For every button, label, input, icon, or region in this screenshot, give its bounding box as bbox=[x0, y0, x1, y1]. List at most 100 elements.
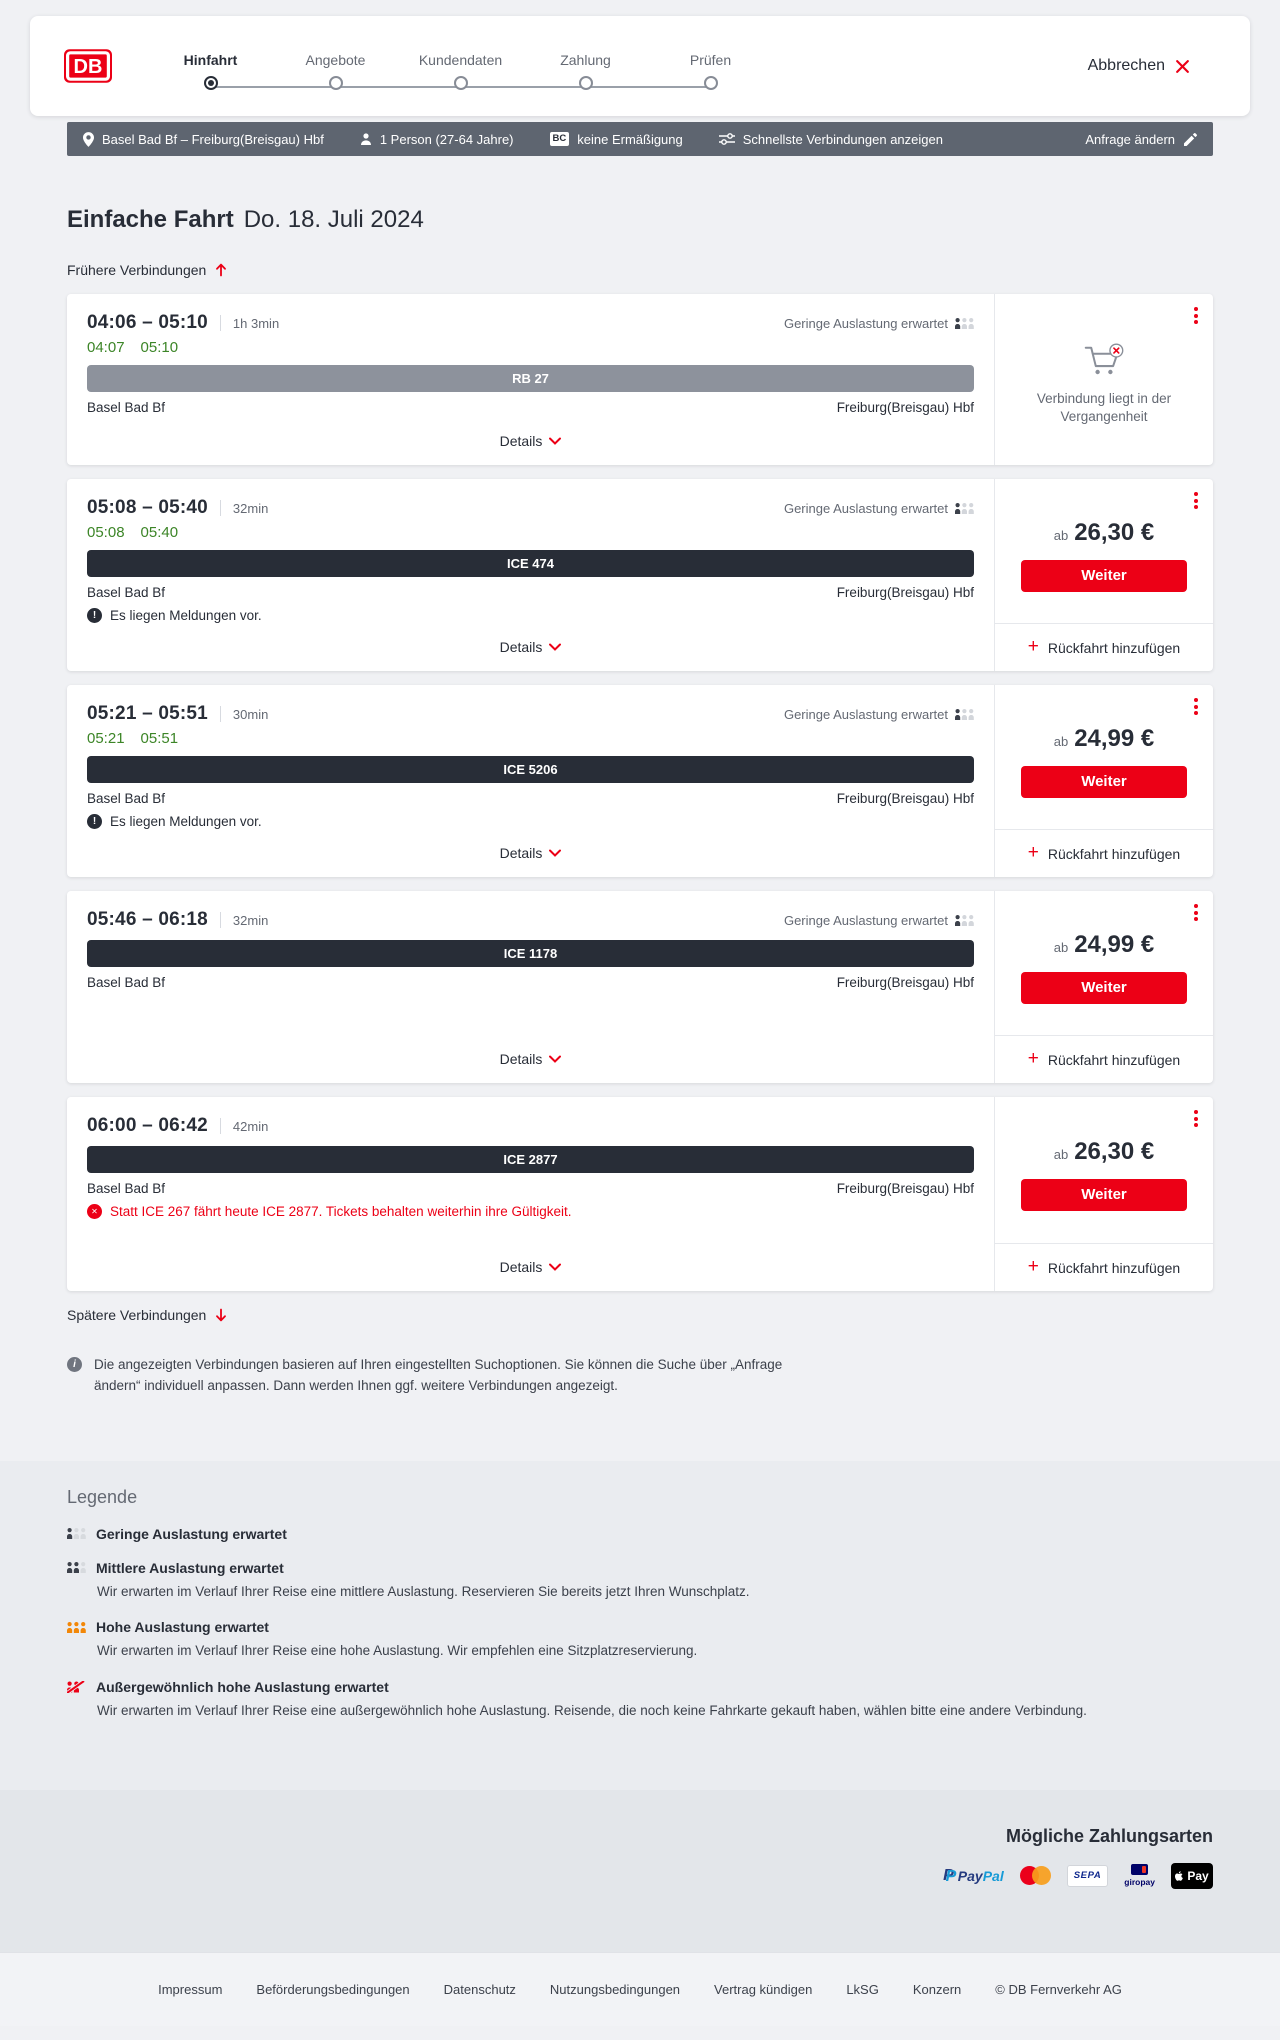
step-pruefen[interactable]: Prüfen bbox=[648, 52, 773, 90]
add-return-button[interactable]: + Rückfahrt hinzufügen bbox=[995, 1243, 1213, 1291]
step-zahlung[interactable]: Zahlung bbox=[523, 52, 648, 90]
footer-link-datenschutz[interactable]: Datenschutz bbox=[443, 1981, 516, 1997]
occupancy-low-icon bbox=[955, 502, 974, 514]
duration: 1h 3min bbox=[232, 315, 280, 331]
details-button[interactable]: Details bbox=[496, 1245, 566, 1279]
occupancy-low-icon bbox=[955, 914, 974, 926]
occupancy-indicator: Geringe Auslastung erwartet bbox=[784, 316, 974, 331]
step-dot-active bbox=[203, 76, 218, 90]
time-range: 05:21 – 05:51 bbox=[87, 703, 208, 724]
exclamation-icon: ! bbox=[87, 608, 102, 623]
add-return-button[interactable]: + Rückfahrt hinzufügen bbox=[995, 1035, 1213, 1083]
plus-icon: + bbox=[1027, 1256, 1039, 1277]
past-connection-note: Verbindung liegt in der Vergangenheit bbox=[995, 294, 1213, 465]
close-icon bbox=[1176, 59, 1189, 73]
time-range: 06:00 – 06:42 bbox=[87, 1115, 208, 1136]
legend-item-medium: Mittlere Auslastung erwartet Wir erwarte… bbox=[67, 1560, 1213, 1602]
journey-date: Do. 18. Juli 2024 bbox=[243, 206, 424, 233]
arrow-down-icon bbox=[216, 1308, 227, 1322]
kebab-menu-icon[interactable] bbox=[1191, 901, 1201, 924]
occupancy-low-icon bbox=[955, 708, 974, 720]
duration: 32min bbox=[232, 500, 269, 516]
realtime-times: 05:21 05:51 bbox=[87, 730, 974, 747]
details-button[interactable]: Details bbox=[496, 625, 566, 659]
kebab-menu-icon[interactable] bbox=[1191, 695, 1201, 718]
info-icon: i bbox=[67, 1357, 82, 1372]
train-change-alert: ✕ Statt ICE 267 fährt heute ICE 2877. Ti… bbox=[87, 1204, 974, 1219]
step-label: Hinfahrt bbox=[183, 52, 238, 68]
connection-card: 05:46 – 06:18 32min Geringe Auslastung e… bbox=[67, 891, 1213, 1083]
continue-button[interactable]: Weiter bbox=[1021, 1178, 1187, 1211]
occupancy-indicator: Geringe Auslastung erwartet bbox=[784, 913, 974, 928]
step-dot bbox=[453, 76, 468, 90]
earlier-connections-link[interactable]: Frühere Verbindungen bbox=[67, 262, 227, 278]
arrival-station: Freiburg(Breisgau) Hbf bbox=[836, 585, 974, 600]
route-summary: Basel Bad Bf – Freiburg(Breisgau) Hbf bbox=[83, 132, 324, 147]
sort-fastest-icon bbox=[718, 133, 735, 145]
step-kundendaten[interactable]: Kundendaten bbox=[398, 52, 523, 90]
db-logo: DB bbox=[64, 49, 112, 83]
legend-item-low: Geringe Auslastung erwartet bbox=[67, 1526, 1213, 1542]
departure-station: Basel Bad Bf bbox=[87, 791, 166, 806]
footer-link-nutzungsbedingungen[interactable]: Nutzungsbedingungen bbox=[549, 1981, 681, 1997]
continue-button[interactable]: Weiter bbox=[1021, 765, 1187, 798]
sort-option[interactable]: Schnellste Verbindungen anzeigen bbox=[718, 132, 943, 147]
chevron-down-icon bbox=[549, 437, 562, 445]
realtime-departure: 04:07 bbox=[87, 339, 125, 356]
edit-search-button[interactable]: Anfrage ändern bbox=[1085, 132, 1197, 147]
realtime-departure: 05:21 bbox=[87, 730, 125, 747]
add-return-button[interactable]: + Rückfahrt hinzufügen bbox=[995, 623, 1213, 671]
step-label: Zahlung bbox=[560, 52, 611, 68]
kebab-menu-icon[interactable] bbox=[1191, 489, 1201, 512]
details-button[interactable]: Details bbox=[496, 831, 566, 865]
details-button[interactable]: Details bbox=[496, 1037, 566, 1071]
step-label: Kundendaten bbox=[418, 52, 503, 68]
paypal-icon: P PayPal bbox=[943, 1867, 1004, 1887]
departure-station: Basel Bad Bf bbox=[87, 975, 166, 990]
card-action-panel: Verbindung liegt in der Vergangenheit bbox=[994, 294, 1213, 465]
person-icon bbox=[360, 133, 371, 145]
arrival-station: Freiburg(Breisgau) Hbf bbox=[836, 791, 974, 806]
price: ab 24,99 € bbox=[1053, 930, 1155, 958]
arrival-station: Freiburg(Breisgau) Hbf bbox=[836, 975, 974, 990]
checkout-header: DB Hinfahrt Angebote Kundendaten Zahlung… bbox=[30, 16, 1250, 116]
kebab-menu-icon[interactable] bbox=[1191, 304, 1201, 327]
price: ab 26,30 € bbox=[1053, 518, 1155, 546]
add-return-button[interactable]: + Rückfahrt hinzufügen bbox=[995, 829, 1213, 877]
later-connections-link[interactable]: Spätere Verbindungen bbox=[67, 1307, 227, 1323]
legend-section: Legende Geringe Auslastung erwartet Mitt… bbox=[0, 1460, 1280, 1790]
kebab-menu-icon[interactable] bbox=[1191, 1107, 1201, 1130]
footer-link-vertrag-kuendigen[interactable]: Vertrag kündigen bbox=[714, 1981, 813, 1997]
chevron-down-icon bbox=[549, 1263, 562, 1271]
payment-icons-row: P PayPal SEPA giropay Pay bbox=[67, 1862, 1213, 1889]
connection-card: 04:06 – 05:10 1h 3min Geringe Auslastung… bbox=[67, 294, 1213, 465]
price: ab 26,30 € bbox=[1053, 1137, 1155, 1165]
legend-item-exceptional: Außergewöhnlich hohe Auslastung erwartet… bbox=[67, 1679, 1213, 1721]
time-range: 05:46 – 06:18 bbox=[87, 909, 208, 930]
footer-link-befoerderungsbedingungen[interactable]: Beförderungsbedingungen bbox=[256, 1981, 410, 1997]
chevron-down-icon bbox=[549, 643, 562, 651]
arrow-up-icon bbox=[216, 263, 227, 277]
footer-link-konzern[interactable]: Konzern bbox=[912, 1981, 962, 1997]
card-action-panel: ab 24,99 € Weiter + Rückfahrt hinzufügen bbox=[994, 891, 1213, 1083]
step-hinfahrt[interactable]: Hinfahrt bbox=[148, 52, 273, 90]
service-notice: ! Es liegen Meldungen vor. bbox=[87, 608, 974, 623]
search-options-note: i Die angezeigten Verbindungen basieren … bbox=[67, 1355, 812, 1397]
footer-link-lksg[interactable]: LkSG bbox=[846, 1981, 879, 1997]
step-angebote[interactable]: Angebote bbox=[273, 52, 398, 90]
train-label-bar: ICE 2877 bbox=[87, 1146, 974, 1173]
pencil-icon bbox=[1184, 132, 1197, 146]
step-label: Angebote bbox=[305, 52, 366, 68]
legend-item-high: Hohe Auslastung erwartet Wir erwarten im… bbox=[67, 1619, 1213, 1661]
details-button[interactable]: Details bbox=[496, 419, 566, 453]
continue-button[interactable]: Weiter bbox=[1021, 971, 1187, 1004]
cancel-button[interactable]: Abbrechen bbox=[1088, 57, 1190, 75]
plus-icon: + bbox=[1027, 842, 1039, 863]
connection-card: 05:08 – 05:40 32min Geringe Auslastung e… bbox=[67, 479, 1213, 671]
duration: 42min bbox=[232, 1118, 269, 1134]
apple-pay-icon: Pay bbox=[1171, 1862, 1213, 1889]
payment-title: Mögliche Zahlungsarten bbox=[1005, 1825, 1213, 1846]
footer-link-impressum[interactable]: Impressum bbox=[158, 1981, 223, 1997]
connection-card: 05:21 – 05:51 30min Geringe Auslastung e… bbox=[67, 685, 1213, 877]
continue-button[interactable]: Weiter bbox=[1021, 559, 1187, 592]
